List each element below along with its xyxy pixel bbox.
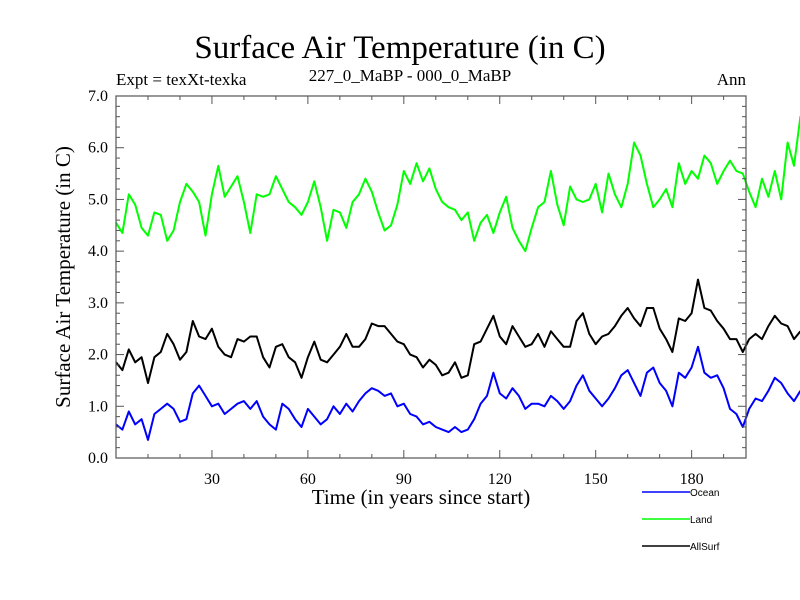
comparison-label: 227_0_MaBP - 000_0_MaBP	[308, 66, 512, 85]
legend-label: AllSurf	[690, 542, 720, 553]
legend-item-allsurf: AllSurf	[642, 542, 720, 553]
y-tick-label: 2.0	[88, 347, 108, 364]
series-line-allsurf	[115, 278, 800, 384]
y-tick-label: 7.0	[88, 88, 108, 105]
legend-label: Land	[690, 515, 712, 526]
series-layer	[115, 115, 800, 441]
y-tick-label: 1.0	[88, 398, 108, 415]
series-line-ocean	[115, 345, 800, 441]
x-tick-label: 60	[300, 471, 316, 488]
y-tick-label: 5.0	[88, 191, 108, 208]
y-tick-label: 0.0	[88, 450, 108, 467]
x-tick-label: 180	[680, 471, 704, 488]
legend-item-ocean: Ocean	[642, 488, 719, 499]
y-tick-label: 6.0	[88, 140, 108, 157]
experiment-label: Expt = texXt-texka	[116, 70, 247, 89]
y-tick-label: 3.0	[88, 295, 108, 312]
legend: Ocean Land AllSurf	[642, 488, 720, 553]
season-label: Ann	[716, 70, 746, 89]
plot-frame	[115, 95, 747, 459]
chart-title: Surface Air Temperature (in C)	[194, 30, 606, 66]
x-tick-label: 90	[396, 471, 412, 488]
legend-item-land: Land	[642, 515, 712, 526]
axes-layer: 0.0 1.0 2.0 3.0 4.0 5.0 6.0 7.0 30 60 90 120 150 180 T…	[51, 88, 747, 509]
x-axis-title: Time (in years since start)	[312, 485, 531, 509]
legend-label: Ocean	[690, 488, 719, 499]
y-tick-label: 4.0	[88, 243, 108, 260]
x-tick-label: 120	[488, 471, 512, 488]
x-tick-label: 150	[584, 471, 608, 488]
x-tick-label: 30	[204, 471, 220, 488]
series-line-land	[115, 115, 800, 253]
y-axis-title: Surface Air Temperature (in C)	[51, 146, 75, 408]
